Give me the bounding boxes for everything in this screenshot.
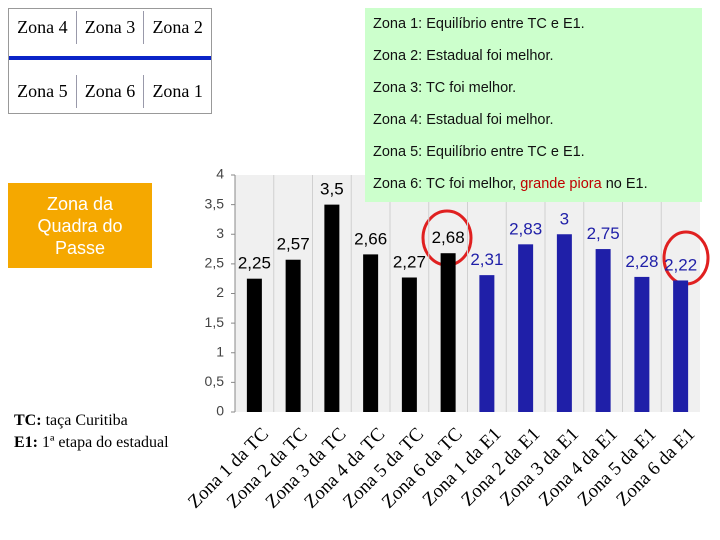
bar	[324, 204, 340, 412]
zone-cell: Zona 4	[9, 11, 77, 44]
note: Zona 4: Estadual foi melhor.	[373, 112, 694, 144]
y-tick-label: 3	[216, 225, 224, 241]
bar	[595, 249, 611, 412]
note-text: no E1.	[605, 176, 648, 192]
note-text: Estadual foi melhor.	[426, 112, 554, 128]
y-tick-label: 0	[216, 403, 224, 419]
note: Zona 6: TC foi melhor, grande piora no E…	[373, 176, 694, 208]
legend-note: TC: taça Curitiba	[14, 410, 169, 432]
note-label: Zona 4:	[373, 112, 423, 128]
note-text: taça Curitiba	[45, 412, 128, 429]
zones-row: Zona 5 Zona 6 Zona 1	[9, 75, 211, 108]
value-label: 2,28	[625, 252, 658, 271]
y-tick-label: 4	[216, 166, 224, 182]
note-text: TC foi melhor,	[425, 176, 517, 192]
zone-cell: Zona 3	[77, 11, 145, 44]
value-label: 3	[560, 209, 569, 228]
note-text: Equilíbrio entre TC e E1.	[426, 16, 585, 32]
divider	[9, 56, 211, 60]
note-label: Zona 5:	[373, 144, 423, 160]
value-label: 2,75	[587, 224, 620, 243]
bar	[363, 254, 379, 412]
bar	[673, 280, 689, 412]
note-text: Estadual foi melhor.	[426, 48, 554, 64]
y-tick-label: 1	[216, 343, 224, 359]
zone-cell: Zona 6	[77, 75, 145, 108]
value-label: 3,5	[320, 180, 344, 199]
note-label: Zona 1:	[373, 16, 423, 32]
note-label: Zona 2:	[373, 48, 423, 64]
zone-cell: Zona 2	[152, 17, 203, 37]
zone-cell: Zona 1	[152, 81, 203, 101]
y-tick-label: 0,5	[205, 373, 225, 389]
bar	[518, 244, 534, 412]
value-label: 2,22	[664, 255, 697, 274]
note-label: E1:	[14, 434, 38, 451]
legend-notes: TC: taça Curitiba E1: 1ª etapa do estadu…	[14, 410, 169, 454]
note-highlight: grande piora	[520, 176, 602, 192]
value-label: 2,66	[354, 229, 387, 248]
highlight-text: Zona da Quadra do Passe	[37, 193, 123, 258]
y-tick-label: 1,5	[205, 314, 225, 330]
legend-note: E1: 1ª etapa do estadual	[14, 432, 169, 454]
note: Zona 3: TC foi melhor.	[373, 80, 694, 112]
note: Zona 2: Estadual foi melhor.	[373, 48, 694, 80]
bar	[556, 234, 572, 412]
value-label: 2,83	[509, 219, 542, 238]
note-text: Equilíbrio entre TC e E1.	[426, 144, 585, 160]
highlight-box: Zona da Quadra do Passe	[8, 183, 152, 268]
bar	[440, 253, 456, 412]
bar	[634, 276, 650, 412]
note-text: TC foi melhor.	[425, 80, 517, 96]
y-tick-label: 2	[216, 284, 224, 300]
y-tick-label: 3,5	[205, 195, 225, 211]
notes-box: Zona 1: Equilíbrio entre TC e E1. Zona 2:…	[365, 8, 702, 202]
value-label: 2,57	[277, 235, 310, 254]
zones-table: Zona 4 Zona 3 Zona 2 Zona 5 Zona 6 Zona 1	[8, 8, 212, 114]
note-label: TC:	[14, 412, 42, 429]
bar	[401, 277, 417, 412]
note: Zona 5: Equilíbrio entre TC e E1.	[373, 144, 694, 176]
value-label: 2,31	[470, 250, 503, 269]
bar	[246, 278, 262, 412]
note-text: 1ª etapa do estadual	[42, 434, 169, 451]
value-label: 2,68	[432, 228, 465, 247]
bar	[479, 275, 495, 412]
y-tick-label: 2,5	[205, 255, 225, 271]
value-label: 2,25	[238, 254, 271, 273]
note: Zona 1: Equilíbrio entre TC e E1.	[373, 16, 694, 48]
bar	[285, 259, 301, 412]
value-label: 2,27	[393, 253, 426, 272]
note-label: Zona 6:	[373, 176, 423, 192]
zones-row: Zona 4 Zona 3 Zona 2	[9, 11, 211, 44]
note-label: Zona 3:	[373, 80, 423, 96]
zone-cell: Zona 5	[9, 75, 77, 108]
